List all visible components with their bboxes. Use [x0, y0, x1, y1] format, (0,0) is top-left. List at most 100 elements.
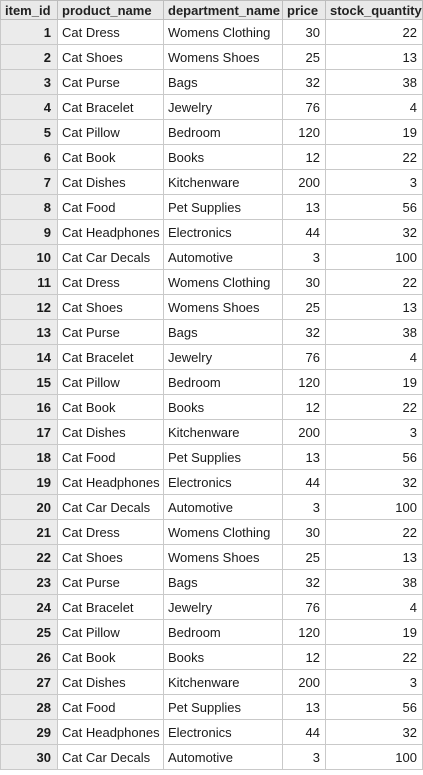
table-row[interactable]: 13 Cat Purse Bags 32 38 [0, 319, 423, 345]
product-name-cell[interactable]: Cat Food [57, 194, 164, 220]
table-row[interactable]: 10 Cat Car Decals Automotive 3 100 [0, 244, 423, 270]
stock-quantity-cell[interactable]: 3 [325, 419, 423, 445]
item-id-cell[interactable]: 25 [0, 619, 58, 645]
item-id-cell[interactable]: 16 [0, 394, 58, 420]
stock-quantity-cell[interactable]: 19 [325, 619, 423, 645]
stock-quantity-cell[interactable]: 4 [325, 594, 423, 620]
stock-quantity-cell[interactable]: 38 [325, 69, 423, 95]
price-cell[interactable]: 25 [282, 544, 326, 570]
table-row[interactable]: 24 Cat Bracelet Jewelry 76 4 [0, 594, 423, 620]
item-id-cell[interactable]: 23 [0, 569, 58, 595]
item-id-cell[interactable]: 28 [0, 694, 58, 720]
department-name-cell[interactable]: Automotive [163, 494, 283, 520]
product-name-cell[interactable]: Cat Purse [57, 569, 164, 595]
department-name-cell[interactable]: Books [163, 644, 283, 670]
table-row[interactable]: 29 Cat Headphones Electronics 44 32 [0, 719, 423, 745]
table-row[interactable]: 23 Cat Purse Bags 32 38 [0, 569, 423, 595]
stock-quantity-cell[interactable]: 38 [325, 569, 423, 595]
stock-quantity-cell[interactable]: 19 [325, 119, 423, 145]
price-cell[interactable]: 76 [282, 594, 326, 620]
department-name-cell[interactable]: Pet Supplies [163, 194, 283, 220]
stock-quantity-cell[interactable]: 19 [325, 369, 423, 395]
product-name-cell[interactable]: Cat Headphones [57, 469, 164, 495]
table-row[interactable]: 14 Cat Bracelet Jewelry 76 4 [0, 344, 423, 370]
item-id-cell[interactable]: 7 [0, 169, 58, 195]
table-row[interactable]: 20 Cat Car Decals Automotive 3 100 [0, 494, 423, 520]
product-name-cell[interactable]: Cat Car Decals [57, 494, 164, 520]
table-row[interactable]: 28 Cat Food Pet Supplies 13 56 [0, 694, 423, 720]
stock-quantity-cell[interactable]: 13 [325, 44, 423, 70]
stock-quantity-cell[interactable]: 3 [325, 169, 423, 195]
product-name-cell[interactable]: Cat Purse [57, 69, 164, 95]
table-row[interactable]: 2 Cat Shoes Womens Shoes 25 13 [0, 44, 423, 70]
product-name-cell[interactable]: Cat Dishes [57, 669, 164, 695]
product-name-cell[interactable]: Cat Bracelet [57, 344, 164, 370]
price-cell[interactable]: 30 [282, 19, 326, 45]
department-name-cell[interactable]: Bedroom [163, 619, 283, 645]
product-name-cell[interactable]: Cat Dishes [57, 169, 164, 195]
product-name-cell[interactable]: Cat Book [57, 394, 164, 420]
product-name-cell[interactable]: Cat Dress [57, 519, 164, 545]
price-cell[interactable]: 200 [282, 169, 326, 195]
table-row[interactable]: 5 Cat Pillow Bedroom 120 19 [0, 119, 423, 145]
product-name-cell[interactable]: Cat Shoes [57, 44, 164, 70]
item-id-cell[interactable]: 13 [0, 319, 58, 345]
table-row[interactable]: 4 Cat Bracelet Jewelry 76 4 [0, 94, 423, 120]
table-row[interactable]: 8 Cat Food Pet Supplies 13 56 [0, 194, 423, 220]
table-row[interactable]: 16 Cat Book Books 12 22 [0, 394, 423, 420]
department-name-cell[interactable]: Womens Shoes [163, 44, 283, 70]
stock-quantity-cell[interactable]: 32 [325, 719, 423, 745]
price-cell[interactable]: 200 [282, 419, 326, 445]
department-name-cell[interactable]: Pet Supplies [163, 444, 283, 470]
item-id-cell[interactable]: 30 [0, 744, 58, 770]
table-row[interactable]: 18 Cat Food Pet Supplies 13 56 [0, 444, 423, 470]
stock-quantity-cell[interactable]: 56 [325, 694, 423, 720]
department-name-cell[interactable]: Bags [163, 69, 283, 95]
department-name-cell[interactable]: Womens Clothing [163, 519, 283, 545]
price-cell[interactable]: 44 [282, 719, 326, 745]
price-cell[interactable]: 44 [282, 469, 326, 495]
item-id-cell[interactable]: 4 [0, 94, 58, 120]
item-id-cell[interactable]: 8 [0, 194, 58, 220]
department-name-cell[interactable]: Automotive [163, 744, 283, 770]
table-row[interactable]: 3 Cat Purse Bags 32 38 [0, 69, 423, 95]
price-cell[interactable]: 200 [282, 669, 326, 695]
product-name-cell[interactable]: Cat Car Decals [57, 244, 164, 270]
price-cell[interactable]: 12 [282, 394, 326, 420]
department-name-cell[interactable]: Pet Supplies [163, 694, 283, 720]
stock-quantity-cell[interactable]: 22 [325, 269, 423, 295]
product-name-cell[interactable]: Cat Bracelet [57, 94, 164, 120]
price-cell[interactable]: 120 [282, 369, 326, 395]
product-name-cell[interactable]: Cat Pillow [57, 119, 164, 145]
stock-quantity-cell[interactable]: 3 [325, 669, 423, 695]
table-row[interactable]: 9 Cat Headphones Electronics 44 32 [0, 219, 423, 245]
department-name-cell[interactable]: Automotive [163, 244, 283, 270]
column-header-product-name[interactable]: product_name [57, 0, 164, 20]
department-name-cell[interactable]: Books [163, 144, 283, 170]
department-name-cell[interactable]: Books [163, 394, 283, 420]
table-row[interactable]: 25 Cat Pillow Bedroom 120 19 [0, 619, 423, 645]
department-name-cell[interactable]: Womens Shoes [163, 294, 283, 320]
stock-quantity-cell[interactable]: 22 [325, 394, 423, 420]
product-name-cell[interactable]: Cat Book [57, 644, 164, 670]
stock-quantity-cell[interactable]: 22 [325, 644, 423, 670]
item-id-cell[interactable]: 1 [0, 19, 58, 45]
stock-quantity-cell[interactable]: 32 [325, 469, 423, 495]
stock-quantity-cell[interactable]: 4 [325, 94, 423, 120]
item-id-cell[interactable]: 29 [0, 719, 58, 745]
product-name-cell[interactable]: Cat Dress [57, 19, 164, 45]
stock-quantity-cell[interactable]: 4 [325, 344, 423, 370]
department-name-cell[interactable]: Jewelry [163, 94, 283, 120]
item-id-cell[interactable]: 27 [0, 669, 58, 695]
price-cell[interactable]: 13 [282, 694, 326, 720]
price-cell[interactable]: 120 [282, 119, 326, 145]
item-id-cell[interactable]: 9 [0, 219, 58, 245]
department-name-cell[interactable]: Bedroom [163, 369, 283, 395]
table-row[interactable]: 26 Cat Book Books 12 22 [0, 644, 423, 670]
table-row[interactable]: 7 Cat Dishes Kitchenware 200 3 [0, 169, 423, 195]
table-row[interactable]: 27 Cat Dishes Kitchenware 200 3 [0, 669, 423, 695]
item-id-cell[interactable]: 20 [0, 494, 58, 520]
item-id-cell[interactable]: 26 [0, 644, 58, 670]
department-name-cell[interactable]: Kitchenware [163, 419, 283, 445]
price-cell[interactable]: 13 [282, 194, 326, 220]
